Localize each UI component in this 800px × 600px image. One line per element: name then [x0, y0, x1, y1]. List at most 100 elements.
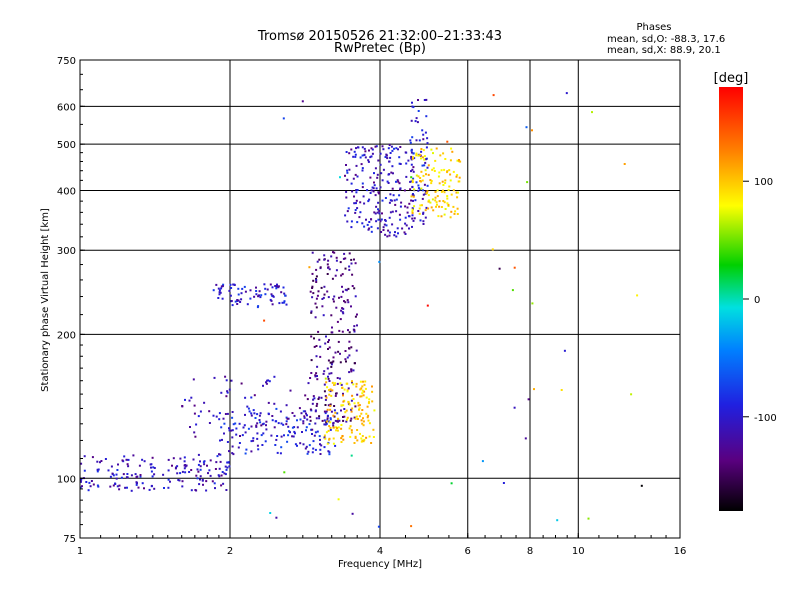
data-point — [359, 201, 362, 204]
data-point — [327, 348, 329, 350]
data-point — [257, 448, 260, 451]
data-point — [291, 435, 294, 438]
data-point — [279, 452, 282, 455]
data-point — [332, 360, 335, 363]
data-point — [151, 456, 154, 459]
data-point — [411, 214, 414, 217]
data-point — [233, 283, 236, 286]
data-point — [359, 388, 362, 391]
data-point — [334, 444, 337, 447]
data-point — [337, 426, 340, 429]
data-point — [304, 447, 307, 450]
data-point — [396, 227, 399, 230]
data-point — [226, 441, 229, 443]
colorbar-label: [deg] — [714, 71, 749, 86]
data-point — [353, 329, 356, 332]
data-point — [423, 183, 426, 186]
data-point — [368, 149, 370, 152]
data-point — [382, 168, 385, 171]
data-point — [342, 307, 345, 310]
data-point — [410, 163, 413, 166]
data-point — [381, 179, 384, 182]
data-point — [391, 210, 394, 213]
data-point — [365, 396, 368, 399]
data-point — [526, 181, 529, 184]
data-point — [397, 148, 399, 151]
data-point — [456, 191, 459, 194]
data-point — [208, 469, 211, 472]
data-point — [317, 330, 320, 333]
data-point — [403, 231, 406, 234]
data-point — [358, 404, 361, 407]
data-point — [225, 468, 228, 471]
data-point — [409, 141, 412, 144]
data-point — [453, 212, 456, 215]
data-point — [426, 137, 429, 140]
data-point — [324, 395, 327, 398]
data-point — [306, 398, 309, 401]
data-point — [531, 129, 533, 132]
data-point — [412, 199, 414, 202]
data-point — [447, 205, 450, 207]
data-point — [115, 477, 118, 480]
x-tick-label: 8 — [527, 546, 533, 557]
data-point — [222, 283, 225, 286]
data-point — [422, 193, 425, 196]
data-point — [285, 303, 288, 306]
data-point — [404, 205, 407, 208]
data-point — [281, 301, 284, 304]
chart-subtitle: RwPretec (Bp) — [334, 41, 426, 56]
data-point — [420, 187, 423, 190]
data-point — [332, 442, 335, 445]
data-point — [327, 429, 330, 432]
colorbar-tick-label: -100 — [754, 413, 777, 424]
data-point — [404, 216, 407, 219]
data-point — [340, 409, 342, 412]
data-point — [326, 420, 329, 423]
data-point — [525, 126, 528, 129]
data-point — [323, 436, 326, 439]
data-point — [350, 417, 353, 420]
data-point — [275, 438, 278, 441]
data-point — [258, 294, 260, 297]
data-point — [314, 302, 317, 305]
data-point — [341, 307, 344, 310]
data-point — [197, 463, 200, 466]
data-point — [220, 474, 223, 477]
data-point — [533, 388, 535, 391]
data-point — [240, 292, 243, 295]
data-point — [235, 433, 238, 436]
data-point — [368, 435, 371, 438]
data-point — [228, 450, 230, 453]
data-point — [340, 295, 343, 298]
data-point — [230, 287, 233, 289]
data-point — [340, 309, 343, 312]
data-point — [399, 146, 402, 148]
data-point — [513, 406, 516, 409]
data-point — [354, 315, 357, 318]
data-point — [327, 341, 330, 343]
data-point — [329, 418, 332, 421]
data-point — [377, 159, 380, 162]
data-point — [440, 169, 443, 172]
data-point — [314, 374, 317, 377]
data-point — [228, 429, 231, 432]
data-point — [181, 480, 184, 483]
data-point — [104, 458, 107, 460]
data-point — [246, 405, 249, 408]
data-point — [640, 484, 643, 487]
data-point — [374, 167, 377, 170]
data-point — [317, 398, 320, 400]
data-point — [355, 199, 358, 202]
data-point — [353, 362, 356, 365]
data-point — [425, 173, 427, 176]
data-point — [135, 483, 138, 486]
data-point — [502, 482, 505, 484]
data-point — [179, 457, 182, 460]
data-point — [355, 202, 357, 205]
data-point — [312, 395, 315, 398]
data-point — [376, 173, 379, 176]
data-point — [328, 380, 331, 382]
data-point — [283, 434, 285, 437]
data-point — [344, 411, 347, 414]
